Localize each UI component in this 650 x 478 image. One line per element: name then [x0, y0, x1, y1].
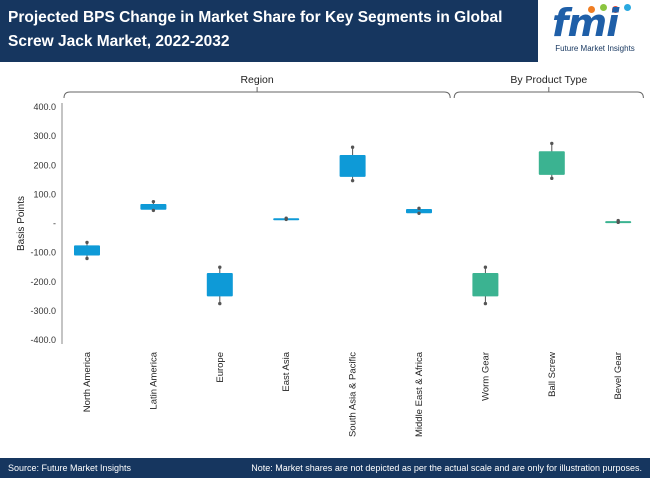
whisker-min-point — [483, 301, 488, 306]
group-bracket-line — [453, 91, 644, 99]
logo-dot-red — [612, 6, 619, 13]
category-label-east-asia: East Asia — [281, 351, 292, 391]
box-worm-gear — [472, 265, 499, 306]
category-label-worm-gear: Worm Gear — [480, 352, 491, 401]
chart-title: Projected BPS Change in Market Share for… — [8, 9, 503, 50]
y-tick-label: 100.0 — [33, 189, 56, 199]
category-label-south-asia-and-pacific: South Asia & Pacific — [348, 352, 359, 437]
whisker-max-point — [85, 240, 89, 245]
box-body — [74, 245, 100, 256]
whisker-min-point — [151, 208, 156, 213]
group-bracket-line — [63, 91, 451, 99]
y-tick-label: -100.0 — [30, 248, 56, 258]
y-tick-label: 400.0 — [33, 102, 56, 112]
category-label-europe: Europe — [215, 352, 226, 383]
logo-dot-green — [600, 4, 607, 11]
whisker-min-point — [550, 176, 554, 181]
box-body — [206, 273, 233, 297]
x-axis-labels: North America Latin America Europe East Asi… — [82, 351, 624, 437]
logo-dot-blue — [624, 4, 631, 11]
group-brackets: Region By Product Type — [63, 74, 644, 99]
y-tick-label: -400.0 — [30, 335, 56, 345]
source-text: Source: Future Market Insights — [8, 463, 132, 473]
logo-wordmark: fmi — [552, 1, 619, 45]
box-north-america — [74, 240, 100, 261]
y-tick-label: -200.0 — [30, 277, 56, 287]
whisker-max-point — [151, 199, 156, 204]
whisker-max-point — [550, 141, 554, 146]
y-tick-label: - — [53, 219, 56, 229]
box-body — [538, 151, 565, 175]
box-latin-america — [140, 199, 167, 213]
whisker-max-point — [417, 206, 421, 211]
boxplot-chart: Region By Product Type 400.0 300.0 200.0 100… — [16, 74, 644, 437]
group-bracket-by-product-type: By Product Type — [453, 74, 644, 99]
box-body — [406, 208, 432, 214]
box-body — [140, 203, 167, 210]
whisker-min-point — [417, 211, 421, 216]
box-east-asia — [273, 216, 300, 222]
fmi-logo: fmi Future Market Insights — [538, 0, 650, 62]
box-series — [74, 141, 632, 306]
category-label-bevel-gear: Bevel Gear — [613, 352, 624, 400]
box-body — [339, 155, 366, 177]
y-tick-label: -300.0 — [30, 306, 56, 316]
whisker-min-point — [218, 301, 222, 306]
category-label-middle-east-and-africa: Middle East & Africa — [414, 351, 425, 437]
y-axis: 400.0 300.0 200.0 100.0 - -100.0 -200.0 -300.0 -… — [16, 102, 63, 345]
logo-subtitle: Future Market Insights — [555, 44, 635, 53]
whisker-max-point — [350, 145, 355, 149]
y-axis-title: Basis Points — [16, 196, 27, 251]
group-label: By Product Type — [510, 74, 587, 86]
group-label: Region — [240, 74, 273, 86]
box-body — [472, 273, 499, 297]
chart-header: Projected BPS Change in Market Share for… — [0, 0, 650, 62]
box-south-asia-and-pacific — [339, 145, 366, 183]
whisker-min-point — [85, 256, 89, 261]
logo-dot-orange — [588, 6, 595, 13]
note-text: Note: Market shares are not depicted as … — [251, 463, 642, 473]
category-label-north-america: North America — [82, 351, 93, 412]
category-label-latin-america: Latin America — [148, 351, 159, 409]
group-bracket-region: Region — [63, 74, 451, 99]
y-tick-label: 300.0 — [33, 131, 56, 141]
box-ball-screw — [538, 141, 565, 181]
box-europe — [206, 265, 233, 306]
y-tick-label: 200.0 — [33, 160, 56, 170]
box-bevel-gear — [605, 218, 632, 225]
whisker-max-point — [218, 265, 222, 269]
whisker-min-point — [616, 220, 620, 225]
whisker-max-point — [483, 265, 488, 269]
box-middle-east-and-africa — [406, 206, 432, 216]
category-label-ball-screw: Ball Screw — [547, 352, 558, 397]
whisker-min-point — [284, 217, 288, 222]
chart-footer: Source: Future Market Insights Note: Mar… — [0, 458, 650, 478]
whisker-min-point — [350, 178, 355, 183]
